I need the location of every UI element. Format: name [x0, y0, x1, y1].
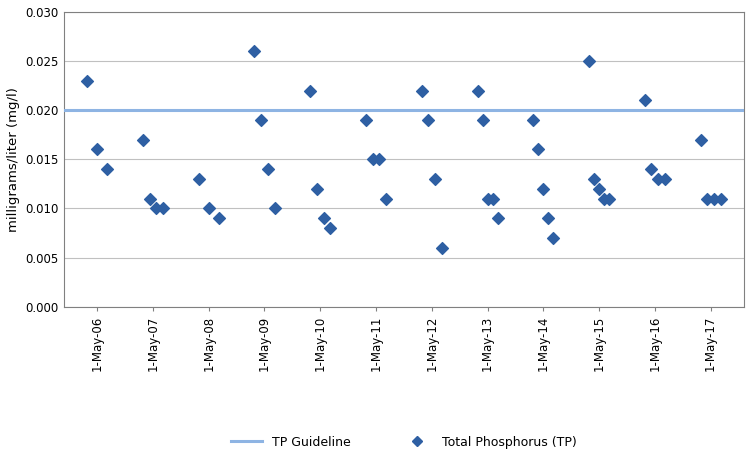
Point	[422, 116, 434, 124]
Point	[137, 136, 149, 143]
Point	[262, 166, 274, 173]
Point	[695, 136, 707, 143]
Point	[249, 48, 261, 55]
Point	[472, 87, 484, 94]
Legend: TP Guideline, Total Phosphorus (TP): TP Guideline, Total Phosphorus (TP)	[226, 431, 582, 451]
Point	[492, 215, 504, 222]
Point	[416, 87, 428, 94]
Point	[532, 146, 544, 153]
Point	[487, 195, 499, 202]
Point	[645, 166, 657, 173]
Point	[157, 205, 169, 212]
Point	[373, 156, 385, 163]
Point	[311, 185, 323, 193]
Point	[436, 244, 448, 251]
Point	[101, 166, 113, 173]
Point	[366, 156, 379, 163]
Point	[537, 185, 549, 193]
Point	[193, 175, 205, 183]
Point	[481, 195, 493, 202]
Point	[708, 195, 720, 202]
Point	[150, 205, 162, 212]
Point	[81, 77, 93, 84]
Point	[527, 116, 539, 124]
Point	[477, 116, 489, 124]
Point	[324, 225, 336, 232]
Point	[542, 215, 554, 222]
Y-axis label: milligrams/liter (mg/l): milligrams/liter (mg/l)	[7, 87, 20, 232]
Point	[304, 87, 316, 94]
Point	[429, 175, 441, 183]
Point	[603, 195, 615, 202]
Point	[701, 195, 713, 202]
Point	[598, 195, 610, 202]
Point	[547, 235, 559, 242]
Point	[213, 215, 225, 222]
Point	[360, 116, 372, 124]
Point	[91, 146, 103, 153]
Point	[639, 97, 651, 104]
Point	[652, 175, 664, 183]
Point	[318, 215, 330, 222]
Point	[583, 57, 595, 64]
Point	[203, 205, 215, 212]
Point	[255, 116, 267, 124]
Point	[380, 195, 392, 202]
Point	[588, 175, 600, 183]
Point	[659, 175, 671, 183]
Point	[593, 185, 605, 193]
Point	[143, 195, 155, 202]
Point	[269, 205, 281, 212]
Point	[715, 195, 727, 202]
